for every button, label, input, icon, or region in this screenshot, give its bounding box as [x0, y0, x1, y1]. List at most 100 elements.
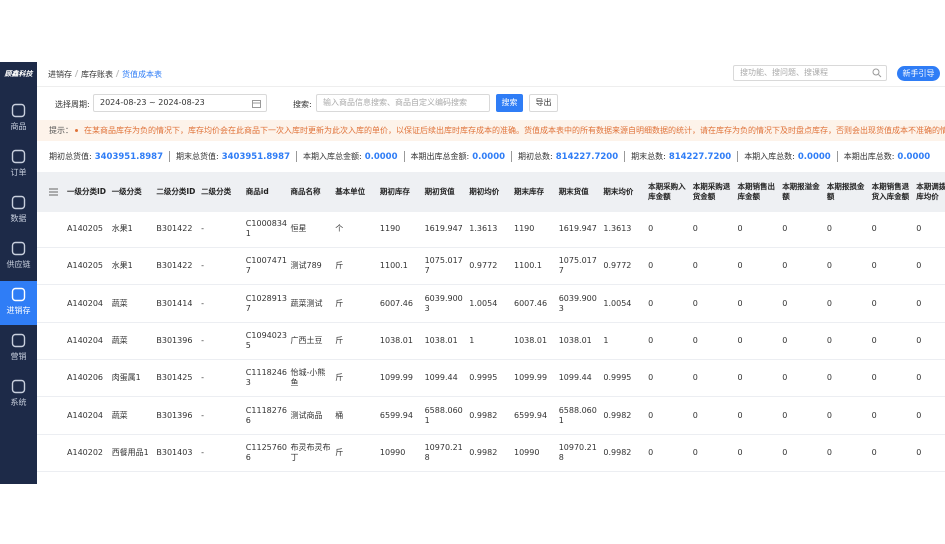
- table-cell: 0: [916, 298, 922, 308]
- summary-item: 本期出库总数: 0.0000: [836, 151, 937, 162]
- table-cell: 0: [737, 373, 743, 383]
- search-button[interactable]: 搜索: [496, 94, 523, 112]
- table-cell: 1075.0177: [424, 256, 463, 276]
- crumb[interactable]: 进销存: [48, 70, 72, 79]
- period-input[interactable]: 2024-08-23 ~ 2024-08-23: [93, 94, 267, 112]
- table-cell: 0: [916, 224, 922, 233]
- nav-label: 商品: [10, 122, 27, 131]
- table-cell: 0: [648, 224, 654, 233]
- table-cell: 6599.94: [379, 410, 413, 420]
- table-cell: B301425: [156, 373, 193, 383]
- table-cell: 0: [692, 298, 698, 308]
- top-search[interactable]: 搜功能、搜问题、搜课程: [733, 65, 887, 81]
- nav-label: 系统: [10, 398, 27, 407]
- table-cell: 0: [871, 447, 877, 457]
- table-cell: B301396: [156, 410, 193, 420]
- nav-icon: [11, 241, 26, 256]
- table-cell: A140205: [67, 261, 104, 271]
- table-cell: -: [201, 373, 204, 383]
- table-cell: C10008341: [245, 219, 288, 238]
- table-cell: 0: [871, 410, 877, 420]
- table-cell: 0: [692, 373, 698, 383]
- crumb[interactable]: 库存账表: [81, 70, 113, 79]
- table-cell: A140202: [67, 447, 104, 457]
- table-cell: A140204: [67, 298, 104, 308]
- summary-value: 3403951.8987: [221, 152, 290, 162]
- column-header: 本期销售出库金额: [737, 182, 776, 201]
- table-cell: 0: [782, 447, 788, 457]
- column-settings-icon[interactable]: [49, 188, 58, 196]
- table-cell: 1100.1: [514, 261, 542, 271]
- nav-item[interactable]: 数据: [0, 189, 37, 233]
- table-cell: 0: [871, 298, 877, 308]
- table-cell: 0: [916, 410, 922, 420]
- nav-item[interactable]: 营销: [0, 327, 37, 371]
- column-header: 二级分类ID: [156, 187, 196, 196]
- nav-item[interactable]: 系统: [0, 373, 37, 417]
- row-divider: [37, 284, 945, 286]
- table-cell: 0: [648, 373, 654, 383]
- table-cell: 蔬菜: [111, 298, 128, 308]
- table-cell: 斤: [335, 335, 344, 345]
- nav-icon: [11, 287, 26, 302]
- table-cell: 0: [648, 261, 654, 271]
- table-cell: 1190: [379, 224, 401, 233]
- column-header: 期初均价: [469, 187, 500, 196]
- table-cell: 广西土豆: [290, 335, 323, 345]
- summary-value: 0.0000: [364, 152, 398, 162]
- table-cell: 1075.0177: [558, 256, 597, 276]
- table-cell: 1099.44: [424, 373, 458, 383]
- table-cell: C11257606: [245, 442, 288, 462]
- table-cell: 0: [871, 373, 877, 383]
- table-cell: 0: [826, 224, 832, 233]
- table-cell: 0: [782, 335, 788, 345]
- table-cell: 0: [737, 335, 743, 345]
- table-cell: 水果1: [111, 224, 133, 233]
- tip-text: 在某商品库存为负的情况下，库存均价会在此商品下一次入库时更新为此次入库的单价，以…: [84, 126, 945, 135]
- table-cell: 0: [826, 335, 832, 345]
- table-cell: 1099.99: [379, 373, 413, 383]
- table-cell: 0: [737, 261, 743, 271]
- table-cell: 斤: [335, 261, 344, 271]
- nav-label: 供应链: [6, 260, 31, 269]
- table-cell: 1.0054: [603, 298, 632, 308]
- summary-value: 0.0000: [897, 152, 931, 162]
- nav-icon: [11, 333, 26, 348]
- column-header: 本期采购入库金额: [648, 182, 686, 201]
- table-cell: 0: [782, 224, 788, 233]
- summary-label: 期初总数:: [518, 152, 553, 161]
- table-cell: 0: [648, 410, 654, 420]
- nav-item[interactable]: 商品: [0, 97, 37, 141]
- table-cell: 蔬菜: [111, 335, 128, 345]
- table-cell: 0: [692, 447, 698, 457]
- table-cell: -: [201, 261, 204, 271]
- table-cell: A140204: [67, 335, 104, 345]
- summary-value: 0.0000: [472, 152, 506, 162]
- table-cell: -: [201, 447, 204, 457]
- search-input[interactable]: 输入商品信息搜索、商品自定义编码搜索: [316, 94, 490, 112]
- guide-button[interactable]: 新手引导: [897, 66, 940, 81]
- export-button[interactable]: 导出: [529, 94, 558, 112]
- table-cell: 1.0054: [469, 298, 498, 308]
- summary-item: 本期入库总金额: 0.0000: [296, 151, 404, 162]
- table-cell: 0: [826, 373, 832, 383]
- table-cell: 怡城-小熊鱼: [290, 368, 326, 388]
- table-cell: 0: [826, 447, 832, 457]
- table-cell: 测试商品: [290, 410, 323, 420]
- table-cell: 斤: [335, 447, 344, 457]
- table-cell: 1038.01: [514, 335, 548, 345]
- table-cell: 1038.01: [379, 335, 413, 345]
- nav-item[interactable]: 订单: [0, 143, 37, 187]
- nav-item[interactable]: 供应链: [0, 235, 37, 279]
- table-cell: 桶: [335, 410, 344, 420]
- nav-item[interactable]: 进销存: [0, 281, 37, 325]
- table-cell: 测试789: [290, 261, 322, 271]
- summary-label: 本期入库总数:: [744, 152, 795, 161]
- period-value: 2024-08-23 ~ 2024-08-23: [100, 98, 205, 107]
- table-cell: 0: [916, 261, 922, 271]
- table-cell: 0: [826, 261, 832, 271]
- table-cell: 6588.0601: [424, 405, 463, 425]
- table-cell: -: [201, 335, 204, 345]
- app: 顾鑫科技 商品 订单 数据 供应链 进销存 营销 系统 进销存 库存账表 货值成本表 搜功能、搜…: [0, 62, 945, 484]
